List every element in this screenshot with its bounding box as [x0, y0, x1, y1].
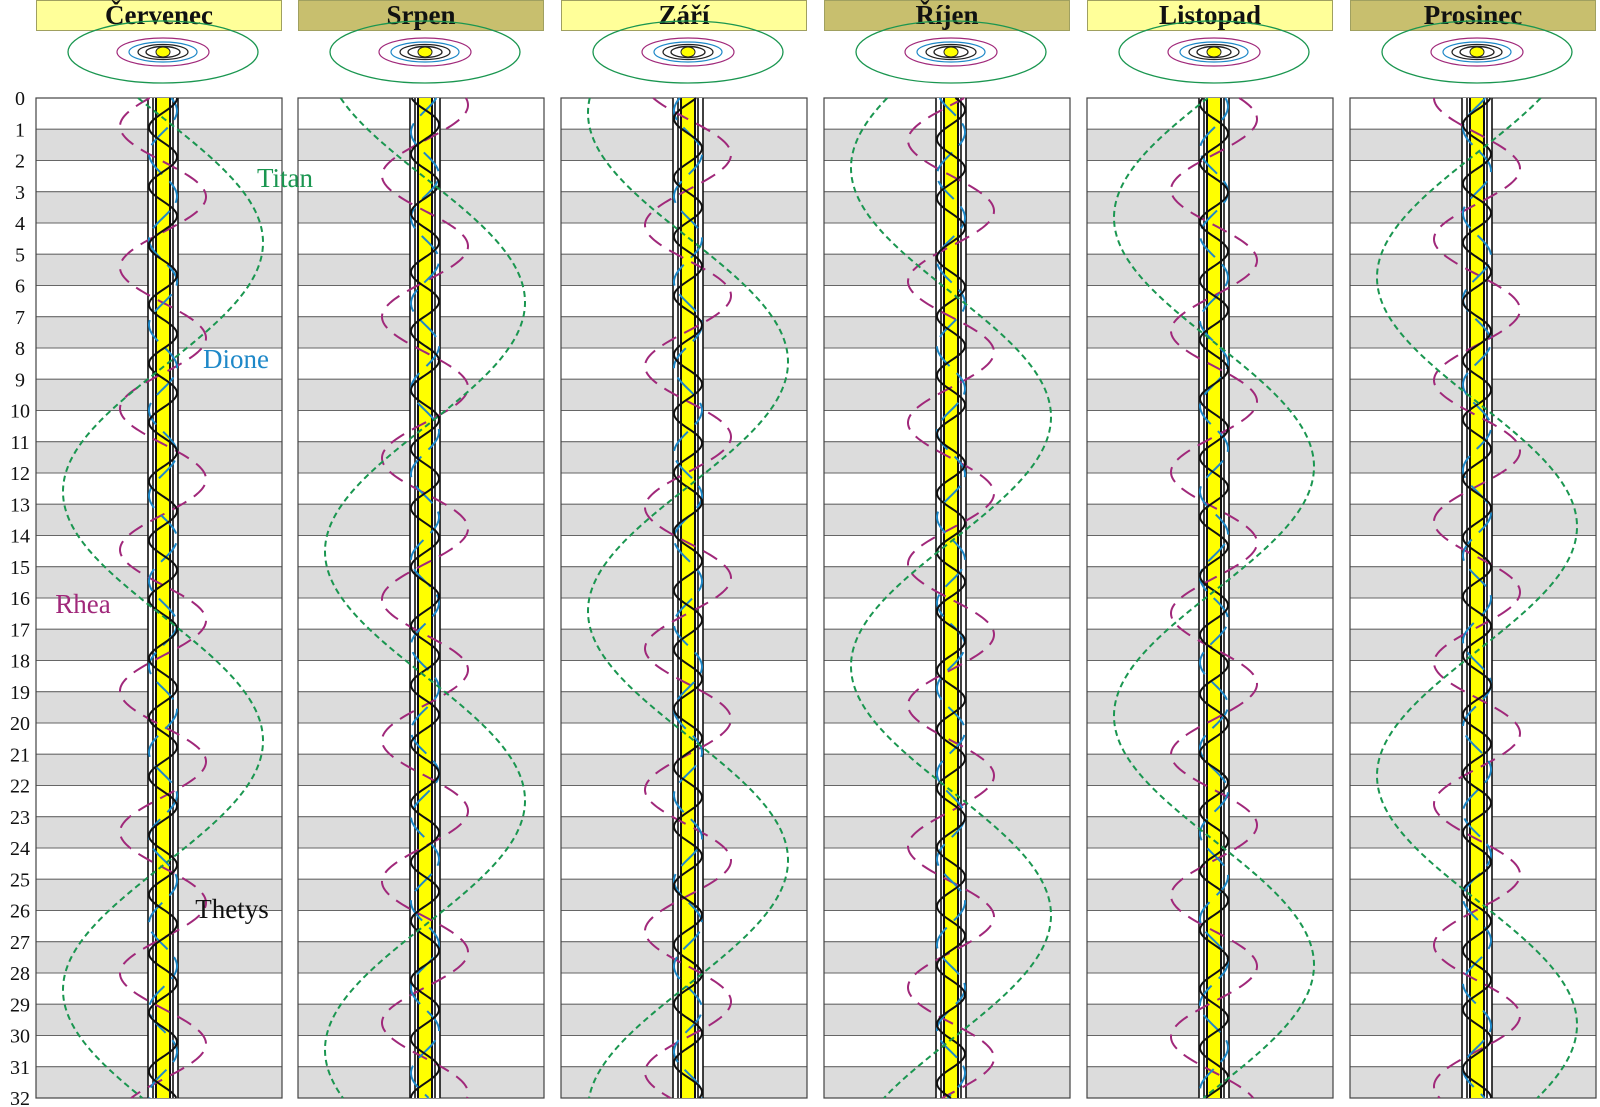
day-label: 10	[10, 401, 30, 423]
day-axis: 0123456789101112131415161718192021222324…	[10, 88, 30, 1107]
titan-path	[1375, 97, 1579, 1099]
rhea-label: Rhea	[55, 589, 110, 619]
day-label: 17	[10, 619, 30, 641]
rhea-path	[1169, 97, 1259, 1099]
orbit-icon	[855, 20, 1047, 84]
saturn-band	[935, 98, 967, 1098]
dione-path	[1461, 97, 1493, 1099]
day-label: 15	[10, 557, 30, 579]
dione-label: Dione	[203, 344, 269, 374]
day-label: 2	[15, 151, 25, 173]
rhea-path	[643, 97, 733, 1099]
day-label: 27	[10, 932, 30, 954]
dione-path	[1198, 97, 1230, 1099]
month-header: Červenec	[36, 0, 282, 31]
day-label: 26	[10, 901, 30, 923]
day-label: 32	[10, 1088, 30, 1107]
month-column	[297, 20, 545, 1099]
titan-path	[1112, 97, 1316, 1099]
day-label: 0	[15, 88, 25, 110]
month-column	[1086, 20, 1334, 1099]
day-label: 5	[15, 244, 25, 266]
month-column	[35, 20, 283, 1099]
month-column	[1349, 20, 1597, 1099]
day-label: 20	[10, 713, 30, 735]
day-label: 19	[10, 682, 30, 704]
orbit-icon	[329, 20, 521, 84]
month-column	[823, 20, 1071, 1099]
orbit-icon	[1118, 20, 1310, 84]
orbit-icon	[1381, 20, 1573, 84]
day-label: 1	[15, 119, 25, 141]
rhea-path	[1432, 97, 1522, 1099]
day-label: 23	[10, 807, 30, 829]
thetys-path	[935, 97, 967, 1099]
day-label: 11	[10, 432, 29, 454]
titan-path	[323, 97, 527, 1099]
rhea-path	[118, 97, 208, 1099]
day-label: 16	[10, 588, 30, 610]
day-label: 18	[10, 651, 30, 673]
day-label: 29	[10, 994, 30, 1016]
month-header: Listopad	[1087, 0, 1333, 31]
month-column	[560, 20, 808, 1099]
orbit-icon	[592, 20, 784, 84]
day-label: 3	[15, 182, 25, 204]
orbit-icon	[67, 20, 259, 84]
day-label: 22	[10, 776, 30, 798]
day-label: 4	[15, 213, 25, 235]
day-label: 7	[15, 307, 25, 329]
day-label: 30	[10, 1026, 30, 1048]
day-label: 25	[10, 869, 30, 891]
day-label: 21	[10, 744, 30, 766]
rhea-path	[906, 97, 996, 1099]
titan-path	[586, 97, 790, 1099]
titan-path	[849, 97, 1053, 1099]
month-header: Září	[561, 0, 807, 31]
titan-label: Titan	[257, 163, 314, 193]
moon-labels: Titan Dione Rhea Thetys	[55, 163, 314, 924]
day-label: 6	[15, 276, 25, 298]
month-header: Říjen	[824, 0, 1070, 31]
titan-path	[61, 97, 265, 1099]
day-label: 28	[10, 963, 30, 985]
moon-paths	[1112, 97, 1316, 1099]
thetys-path	[147, 97, 179, 1099]
thetys-path	[1461, 97, 1493, 1099]
moon-paths	[849, 97, 1053, 1099]
thetys-path	[672, 97, 704, 1099]
moon-paths	[586, 97, 790, 1099]
day-label: 31	[10, 1057, 30, 1079]
thetys-path	[1198, 97, 1230, 1099]
month-header: Srpen	[298, 0, 544, 31]
day-label: 8	[15, 338, 25, 360]
day-label: 12	[10, 463, 30, 485]
moon-paths	[323, 97, 527, 1099]
day-label: 24	[10, 838, 30, 860]
dione-path	[935, 97, 967, 1099]
day-label: 13	[10, 494, 30, 516]
rhea-path	[380, 97, 470, 1099]
month-header: Prosinec	[1350, 0, 1596, 31]
moon-paths	[1375, 97, 1579, 1099]
day-label: 14	[10, 526, 30, 548]
thetys-label: Thetys	[195, 894, 269, 924]
moon-paths	[61, 97, 265, 1099]
day-label: 9	[15, 369, 25, 391]
